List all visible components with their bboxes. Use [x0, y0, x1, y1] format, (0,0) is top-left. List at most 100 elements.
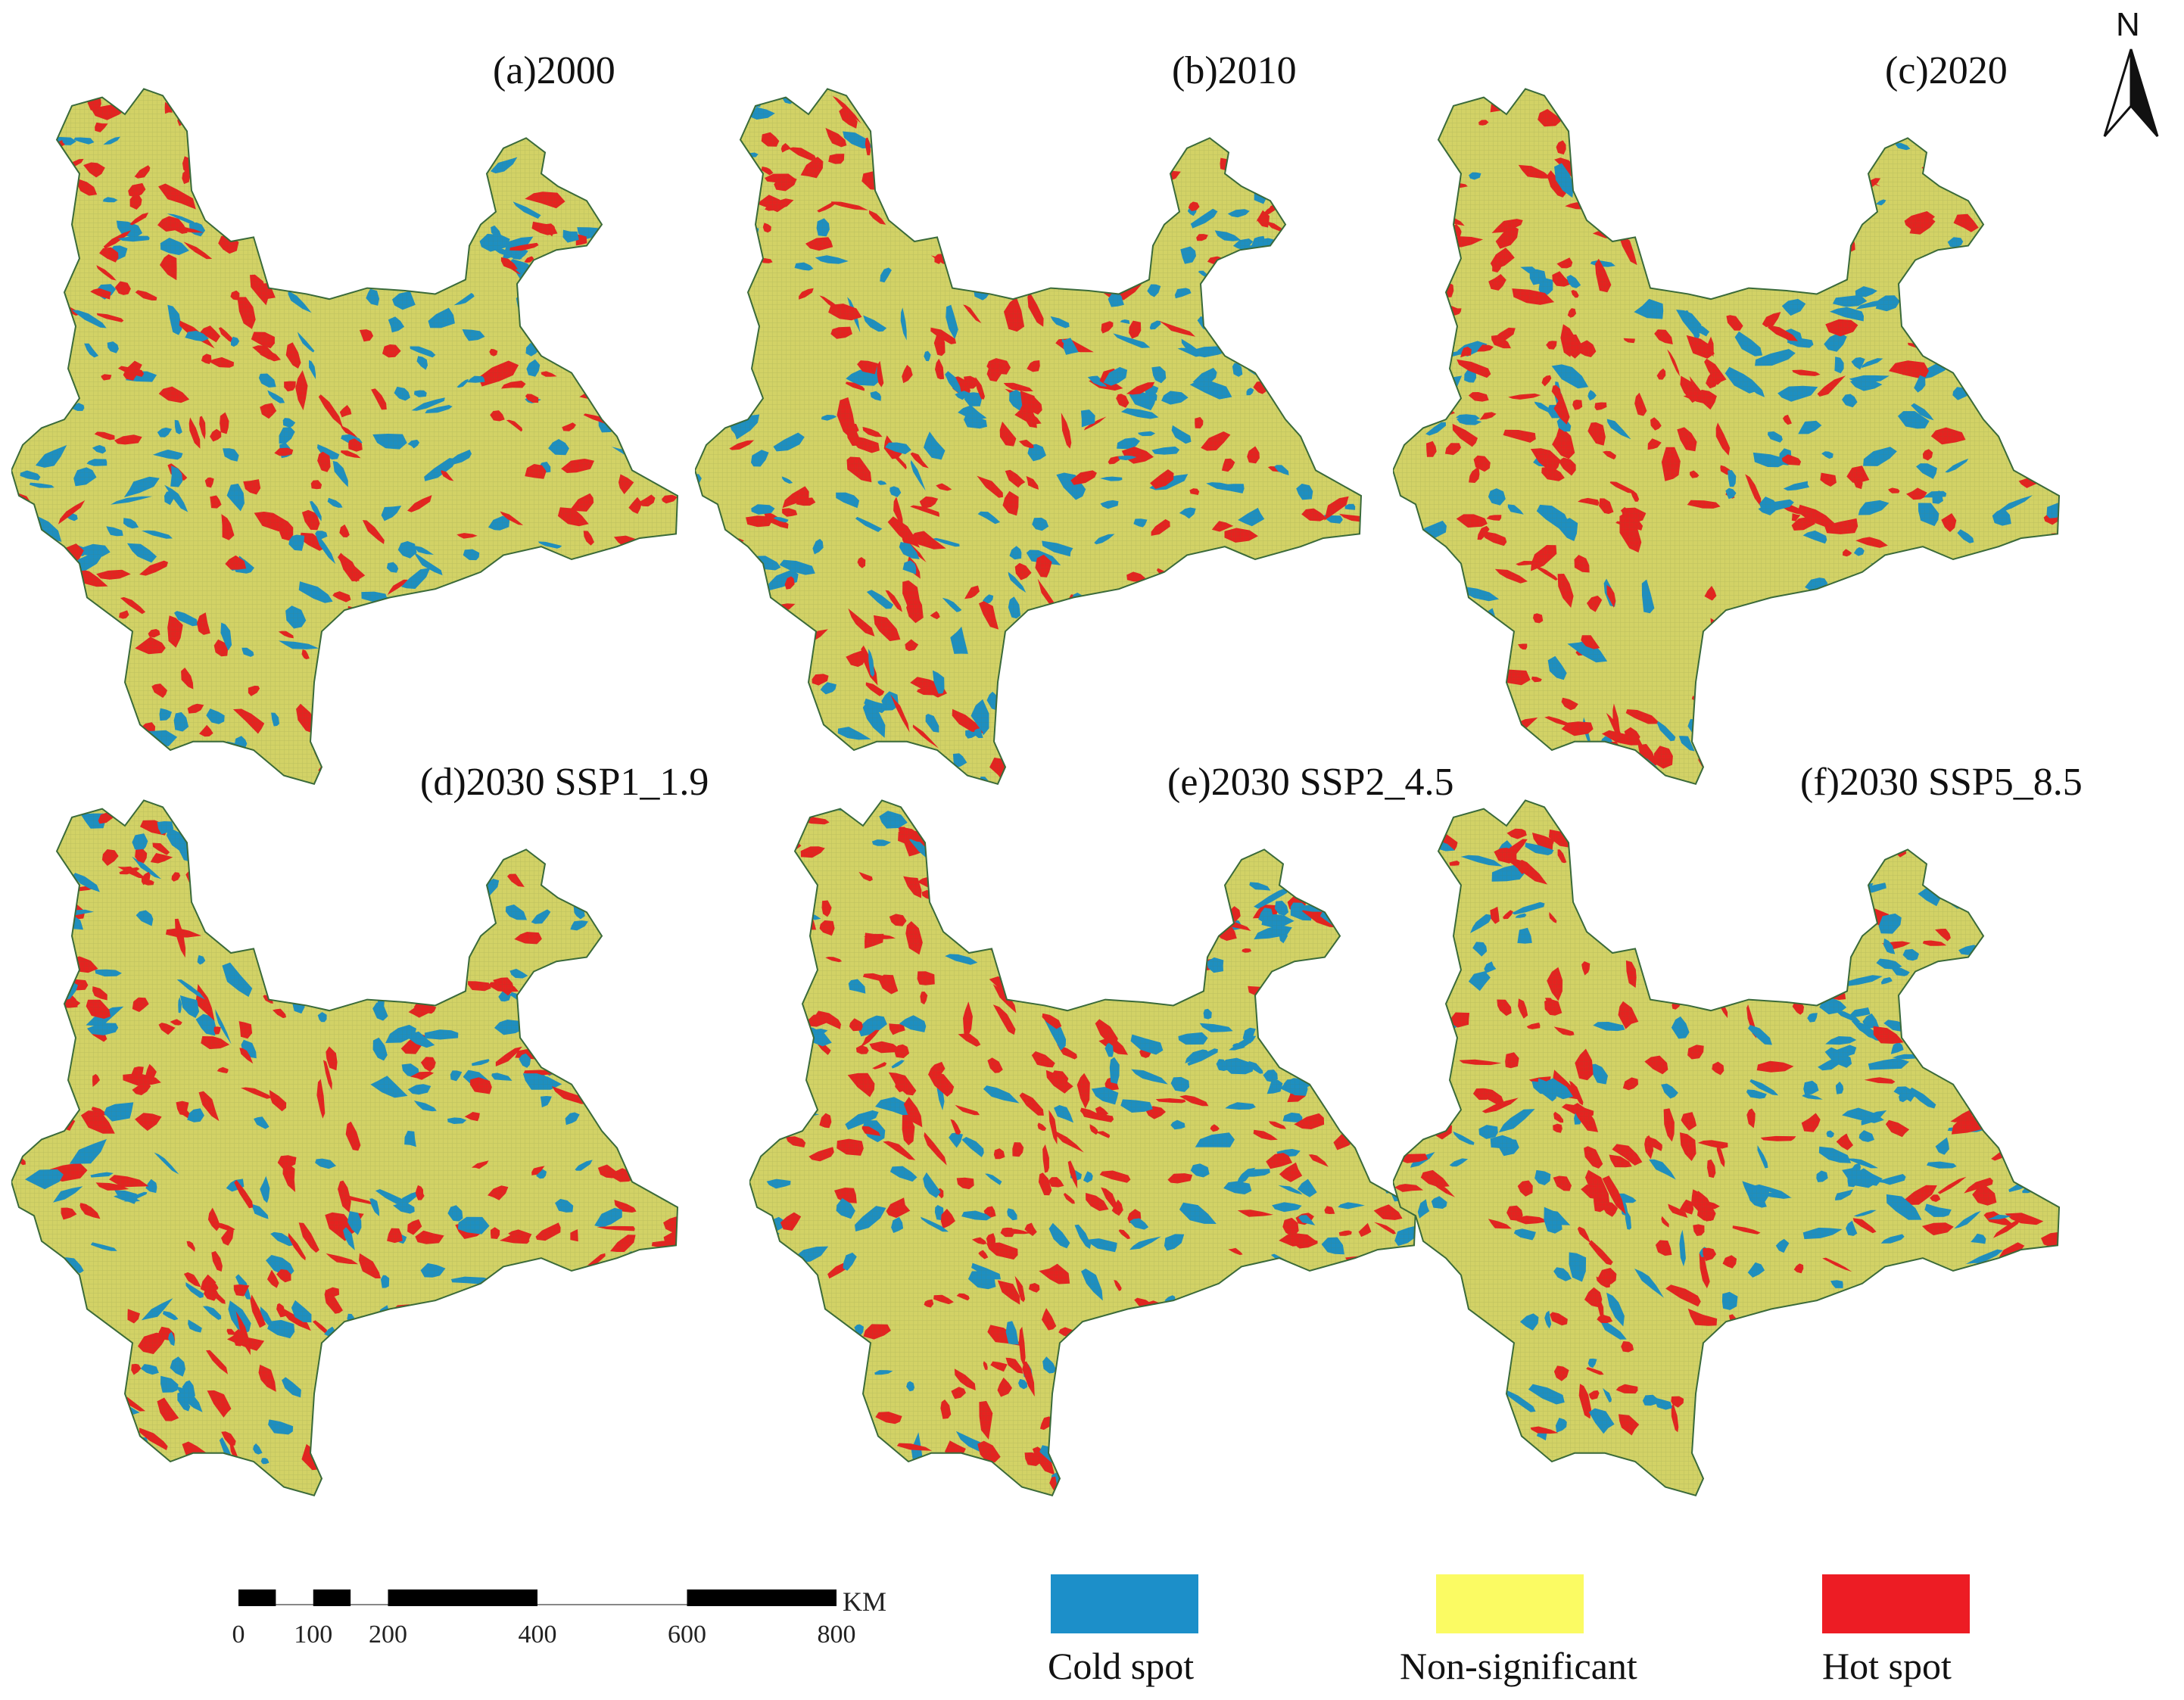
cold-spot-patch: [1379, 984, 1393, 995]
hot-spot-patch: [2063, 1311, 2074, 1324]
cold-spot-patch: [662, 279, 675, 286]
hot-spot-patch: [699, 74, 740, 82]
hot-spot-patch: [1393, 932, 1410, 951]
hot-spot-patch: [1393, 733, 1400, 748]
hot-spot-patch: [1904, 569, 1915, 577]
panel-title: (d)2030 SSP1_1.9: [420, 761, 709, 804]
hot-spot-patch: [570, 139, 582, 153]
cold-spot-patch: [1953, 279, 1979, 294]
cold-spot-patch: [2011, 1144, 2041, 1166]
hot-spot-patch: [1918, 733, 1946, 748]
cold-spot-patch: [1155, 1443, 1179, 1459]
cold-spot-patch: [765, 1310, 792, 1326]
cold-spot-patch: [650, 322, 659, 338]
hot-spot-patch: [475, 735, 509, 746]
hot-spot-patch: [714, 203, 743, 226]
hot-spot-patch: [422, 112, 444, 122]
hot-spot-patch: [513, 811, 537, 822]
hot-spot-patch: [653, 1048, 663, 1057]
hot-spot-patch: [39, 211, 49, 220]
hot-spot-patch: [1999, 245, 2019, 257]
hot-spot-patch: [1566, 800, 1587, 816]
hot-spot-patch: [463, 179, 488, 190]
cold-spot-patch: [388, 105, 410, 115]
hot-spot-patch: [708, 327, 732, 347]
legend-item-cold: Cold spot: [1048, 1574, 1198, 1687]
hot-spot-patch: [1089, 895, 1115, 924]
cold-spot-patch: [1037, 614, 1051, 637]
cold-spot-patch: [405, 231, 428, 247]
cold-spot-patch: [617, 1347, 648, 1363]
hot-spot-patch: [1763, 671, 1776, 683]
hot-spot-patch: [1157, 1326, 1171, 1335]
cold-spot-patch: [1400, 807, 1410, 816]
hot-spot-patch: [842, 1438, 865, 1453]
hot-spot-patch: [1848, 578, 1865, 590]
hot-spot-patch: [1335, 1065, 1354, 1073]
cold-spot-patch: [2007, 215, 2044, 230]
hot-spot-patch: [1937, 1278, 1953, 1288]
hot-spot-patch: [1418, 1070, 1453, 1092]
hot-spot-patch: [1483, 68, 1506, 80]
cold-spot-patch: [728, 272, 735, 284]
cold-spot-patch: [1763, 605, 1795, 615]
hot-spot-patch: [1269, 1333, 1291, 1350]
cold-spot-patch: [1434, 1356, 1445, 1365]
hot-spot-patch: [1418, 127, 1438, 144]
cold-spot-patch: [1921, 318, 1929, 329]
cold-spot-patch: [1982, 892, 2009, 904]
cold-spot-patch: [2029, 999, 2056, 1011]
hot-spot-patch: [999, 933, 1020, 957]
hot-spot-patch: [1730, 1422, 1737, 1431]
cold-spot-patch: [1163, 1301, 1199, 1319]
cold-spot-patch: [901, 167, 912, 176]
cold-spot-patch: [590, 1036, 611, 1047]
hot-spot-patch: [2019, 1493, 2034, 1496]
cold-spot-patch: [771, 637, 803, 655]
hot-spot-patch: [1242, 146, 1282, 166]
cold-spot-patch: [2042, 92, 2059, 103]
cold-spot-patch: [1929, 1439, 1957, 1459]
hot-spot-patch: [1150, 957, 1179, 980]
hot-spot-patch: [1125, 680, 1157, 696]
hot-spot-patch: [714, 237, 749, 262]
cold-spot-patch: [1930, 91, 1962, 111]
cold-spot-patch: [1790, 805, 1818, 824]
hot-spot-patch: [2017, 941, 2051, 951]
hot-spot-patch: [2002, 1039, 2011, 1051]
hot-spot-patch: [1884, 1394, 1900, 1411]
cold-spot-patch: [1923, 731, 1937, 746]
cold-spot-patch: [1055, 963, 1076, 991]
cold-spot-patch: [1775, 1393, 1799, 1403]
cold-spot-patch: [1257, 1384, 1266, 1391]
panel-title: (b)2010: [1172, 49, 1297, 92]
hot-spot-patch: [1798, 212, 1829, 224]
cold-spot-patch: [414, 145, 447, 160]
cold-spot-patch: [656, 870, 670, 880]
cold-spot-patch: [1799, 1404, 1828, 1419]
hot-spot-patch: [1121, 862, 1139, 873]
hot-spot-patch: [749, 1269, 768, 1283]
hot-spot-patch: [660, 139, 678, 154]
hot-spot-patch: [11, 1481, 40, 1496]
hot-spot-patch: [56, 1373, 71, 1391]
hot-spot-patch: [1768, 954, 1800, 971]
cold-spot-patch: [1049, 202, 1058, 220]
hot-spot-patch: [737, 627, 759, 631]
hot-spot-patch: [356, 1331, 375, 1360]
hot-spot-patch: [83, 1437, 107, 1448]
legend-item-hot: Hot spot: [1822, 1574, 1970, 1687]
hot-spot-patch: [1718, 1468, 1733, 1487]
cold-spot-patch: [1818, 816, 1837, 830]
cold-spot-patch: [1797, 183, 1823, 199]
hot-spot-patch: [264, 89, 269, 93]
cold-spot-patch: [1081, 851, 1095, 864]
cold-spot-patch: [1302, 328, 1320, 344]
hot-spot-patch: [846, 780, 877, 796]
hot-spot-patch: [1295, 189, 1331, 204]
hot-spot-patch: [11, 262, 22, 275]
cold-spot-patch: [839, 1404, 855, 1415]
cold-spot-patch: [1983, 855, 2010, 873]
cold-spot-patch: [581, 1053, 594, 1063]
cold-spot-patch: [1136, 584, 1168, 600]
